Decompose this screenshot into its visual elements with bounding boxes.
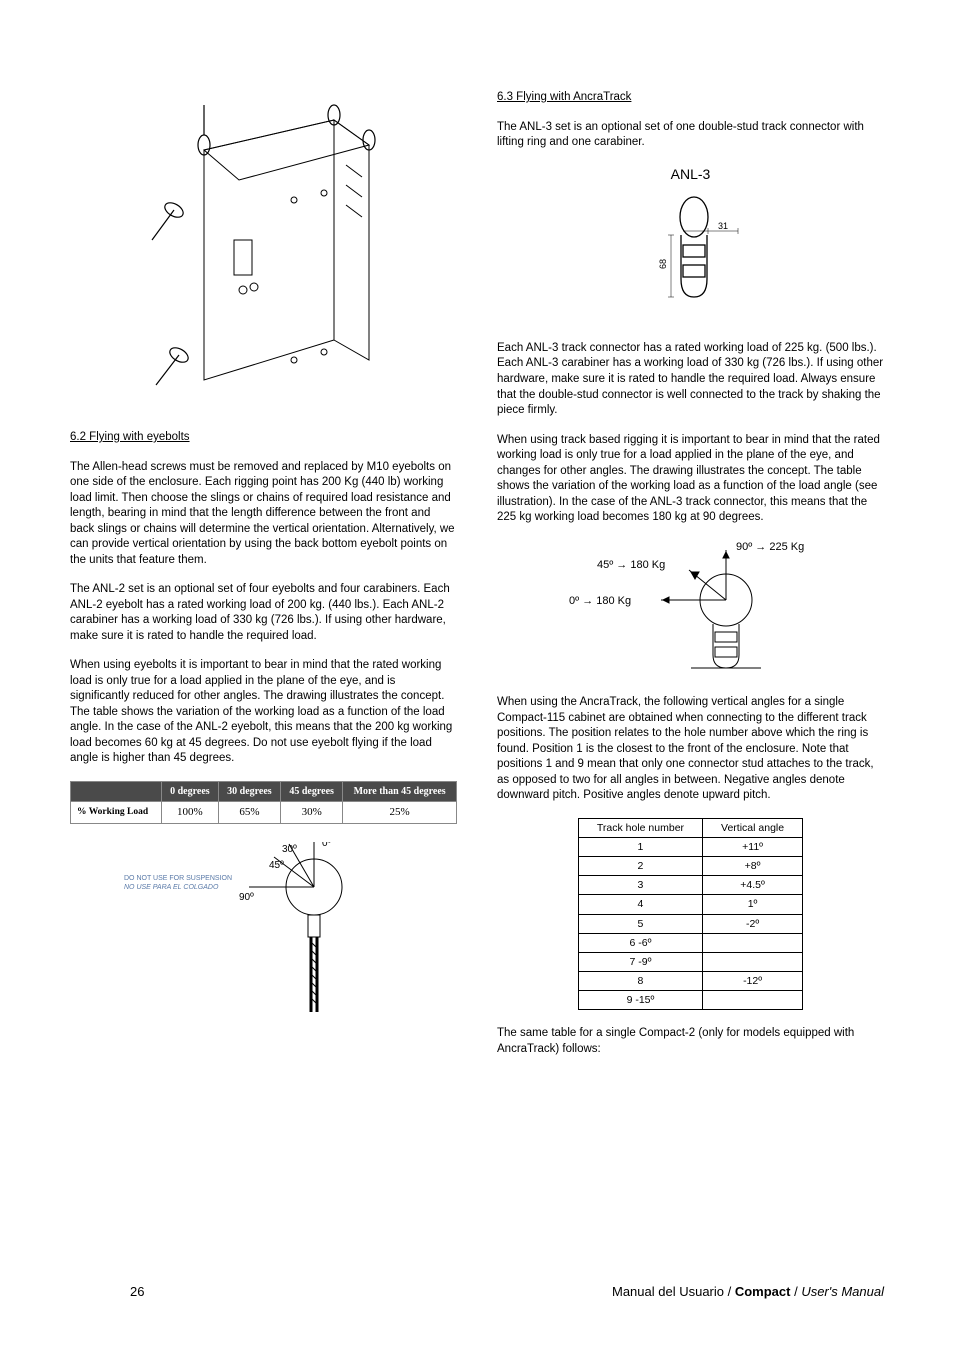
lt-h4: More than 45 degrees [343, 781, 457, 802]
ld-90: 90º → 225 Kg [736, 541, 804, 553]
footer-title: Manual del Usuario / Compact / User's Ma… [612, 1283, 884, 1301]
lt-v2: 30% [281, 802, 343, 824]
tt-r5c1 [703, 933, 803, 952]
anl3-load-diagram: 90º → 225 Kg 45º → 180 Kg 0º → 180 Kg [497, 540, 884, 686]
tt-r8c0: 9 -15º [578, 991, 702, 1010]
tt-r6c0: 7 -9º [578, 952, 702, 971]
tt-r1c0: 2 [578, 857, 702, 876]
footer-es: Manual del Usuario / [612, 1284, 735, 1299]
anl3-label: ANL-3 [497, 165, 884, 184]
tt-h0: Track hole number [578, 818, 702, 837]
tt-r3c0: 4 [578, 895, 702, 914]
heading-6-3: 6.3 Flying with AncraTrack [497, 90, 884, 106]
lt-h0 [71, 781, 162, 802]
warn-en: DO NOT USE FOR SUSPENSION [124, 875, 232, 882]
angle-0: 0º [322, 842, 332, 849]
tt-r5c0: 6 -6º [578, 933, 702, 952]
footer-sep: / [790, 1284, 801, 1299]
tt-r0c0: 1 [578, 837, 702, 856]
tt-r1c1: +8º [703, 857, 803, 876]
left-p3: When using eyebolts it is important to b… [70, 658, 457, 767]
footer-en: User's Manual [801, 1284, 884, 1299]
right-p3: When using track based rigging it is imp… [497, 433, 884, 526]
anl3-dim-h: 68 [658, 259, 668, 269]
page-number: 26 [130, 1283, 144, 1301]
lt-h1: 0 degrees [161, 781, 218, 802]
lt-rowlabel: % Working Load [71, 802, 162, 824]
tt-r0c1: +11º [703, 837, 803, 856]
left-p2: The ANL-2 set is an optional set of four… [70, 582, 457, 644]
tt-h1: Vertical angle [703, 818, 803, 837]
right-p5: The same table for a single Compact-2 (o… [497, 1026, 884, 1057]
tt-r7c1: -12º [703, 972, 803, 991]
tt-r2c0: 3 [578, 876, 702, 895]
lt-v3: 25% [343, 802, 457, 824]
right-p1: The ANL-3 set is an optional set of one … [497, 120, 884, 151]
track-hole-table: Track hole number Vertical angle 1+11º 2… [578, 818, 803, 1011]
tt-r4c0: 5 [578, 914, 702, 933]
tt-r8c1 [703, 991, 803, 1010]
lt-h2: 30 degrees [218, 781, 280, 802]
right-p4: When using the AncraTrack, the following… [497, 695, 884, 804]
tt-r3c1: 1º [703, 895, 803, 914]
page-footer: 26 Manual del Usuario / Compact / User's… [130, 1283, 884, 1301]
warn-es: NO USE PARA EL COLGADO [124, 884, 219, 891]
tt-r6c1 [703, 952, 803, 971]
lt-v1: 65% [218, 802, 280, 824]
angle-90: 90º [239, 892, 254, 903]
anl3-figure: ANL-3 68 31 [497, 165, 884, 323]
lt-h3: 45 degrees [281, 781, 343, 802]
tt-r2c1: +4.5º [703, 876, 803, 895]
ld-45: 45º → 180 Kg [597, 559, 665, 571]
eyebolt-angle-diagram: 0º 30º 45º 90º DO NOT USE FOR SUSPENSION… [70, 842, 457, 1018]
heading-6-2: 6.2 Flying with eyebolts [70, 430, 457, 446]
angle-30: 30º [282, 844, 297, 855]
lt-v0: 100% [161, 802, 218, 824]
right-p2: Each ANL-3 track connector has a rated w… [497, 341, 884, 419]
ld-0: 0º → 180 Kg [569, 595, 631, 607]
enclosure-iso-drawing [134, 90, 394, 410]
tt-r4c1: -2º [703, 914, 803, 933]
anl3-dim-w: 31 [718, 221, 728, 231]
left-p1: The Allen-head screws must be removed an… [70, 460, 457, 569]
footer-bold: Compact [735, 1284, 791, 1299]
tt-r7c0: 8 [578, 972, 702, 991]
angle-45: 45º [269, 860, 284, 871]
working-load-table: 0 degrees 30 degrees 45 degrees More tha… [70, 781, 457, 824]
